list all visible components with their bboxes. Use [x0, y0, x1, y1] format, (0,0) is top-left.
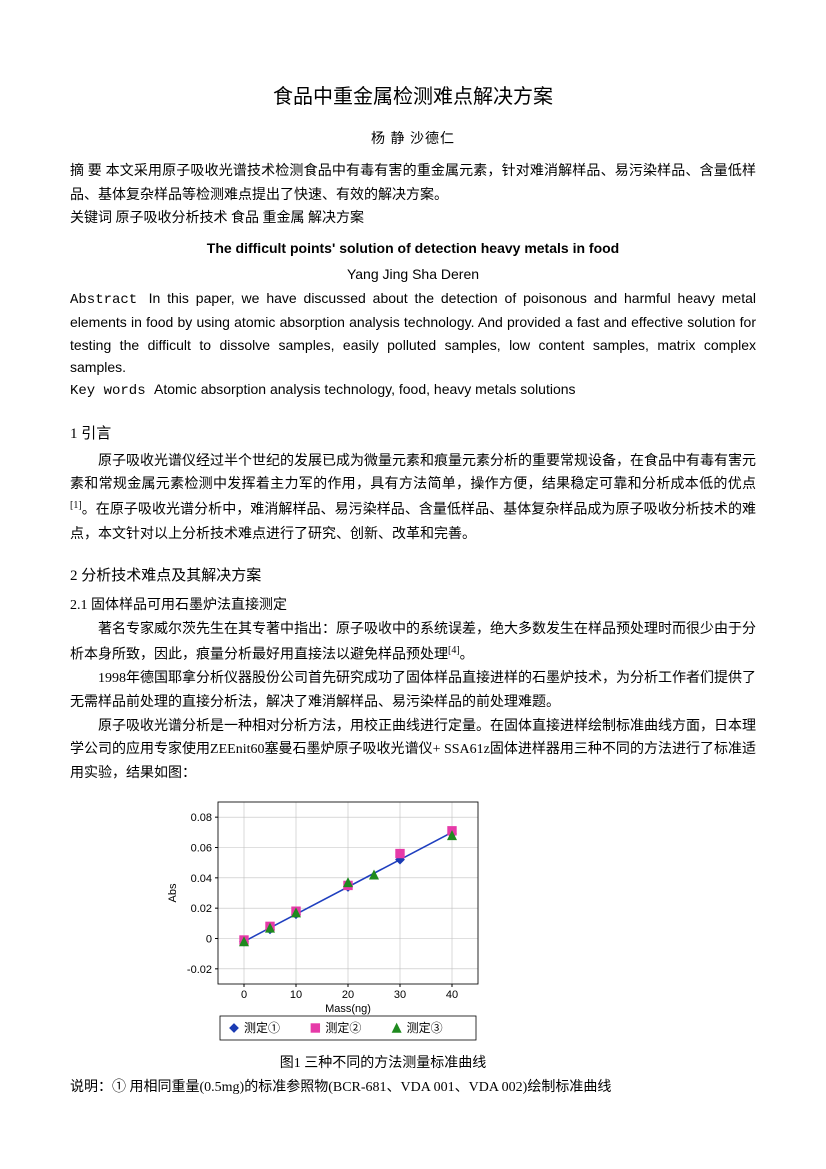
title-en: The difficult points' solution of detect… — [70, 237, 756, 261]
svg-text:0.04: 0.04 — [191, 873, 212, 885]
ref-1: [1] — [70, 500, 82, 511]
figure-1-caption: 图1 三种不同的方法测量标准曲线 — [10, 1052, 756, 1076]
abstract-cn-label: 摘 要 — [70, 164, 106, 179]
s21p1a: 著名专家威尔茨先生在其专著中指出：原子吸收中的系统误差，绝大多数发生在样品预处理… — [70, 622, 756, 662]
svg-text:-0.02: -0.02 — [187, 964, 212, 976]
authors-en: Yang Jing Sha Deren — [70, 263, 756, 287]
section-2-1-para-2: 1998年德国耶拿分析仪器股份公司首先研究成功了固体样品直接进样的石墨炉技术，为… — [70, 667, 756, 715]
ref-4: [4] — [448, 645, 460, 656]
section-1-heading: 1 引言 — [70, 422, 756, 448]
svg-text:40: 40 — [446, 989, 458, 1001]
chart-svg: -0.02 0 0.02 0.04 0.06 0.08 0 10 20 30 40 Mass(ng) A… — [160, 794, 490, 1048]
svg-text:0.02: 0.02 — [191, 903, 212, 915]
keywords-en-label: Key words — [70, 383, 154, 399]
abstract-cn-text: 本文采用原子吸收光谱技术检测食品中有毒有害的重金属元素，针对难消解样品、易污染样… — [70, 164, 756, 203]
figure-1-note: 说明：① 用相同重量(0.5mg)的标准参照物(BCR-681、VDA 001、… — [70, 1076, 756, 1100]
keywords-cn-text: 原子吸收分析技术 食品 重金属 解决方案 — [116, 211, 365, 226]
svg-text:测定③: 测定③ — [407, 1020, 443, 1035]
svg-text:Mass(ng): Mass(ng) — [325, 1003, 371, 1015]
svg-text:Abs: Abs — [167, 883, 179, 902]
abstract-en-text: In this paper, we have discussed about t… — [70, 290, 756, 375]
section-1-para-1: 原子吸收光谱仪经过半个世纪的发展已成为微量元素和痕量元素分析的重要常规设备，在食… — [70, 450, 756, 547]
svg-text:30: 30 — [394, 989, 406, 1001]
keywords-en: Key words Atomic absorption analysis tec… — [70, 378, 756, 404]
svg-text:20: 20 — [342, 989, 354, 1001]
section-2-1-para-1: 著名专家威尔茨先生在其专著中指出：原子吸收中的系统误差，绝大多数发生在样品预处理… — [70, 618, 756, 667]
svg-text:0.06: 0.06 — [191, 843, 212, 855]
svg-text:10: 10 — [290, 989, 302, 1001]
abstract-cn: 摘 要 本文采用原子吸收光谱技术检测食品中有毒有害的重金属元素，针对难消解样品、… — [70, 160, 756, 208]
keywords-cn-label: 关键词 — [70, 211, 116, 226]
section-2-1-heading: 2.1 固体样品可用石墨炉法直接测定 — [70, 594, 756, 618]
abstract-en: Abstract In this paper, we have discusse… — [70, 287, 756, 379]
abstract-en-label: Abstract — [70, 292, 149, 308]
svg-text:0: 0 — [206, 934, 212, 946]
keywords-en-text: Atomic absorption analysis technology, f… — [154, 381, 576, 397]
svg-text:0.08: 0.08 — [191, 812, 212, 824]
svg-text:测定②: 测定② — [325, 1020, 361, 1035]
section-2-heading: 2 分析技术难点及其解决方案 — [70, 564, 756, 590]
authors-cn: 杨 静 沙德仁 — [70, 128, 756, 152]
svg-text:0: 0 — [241, 989, 247, 1001]
title-cn: 食品中重金属检测难点解决方案 — [70, 80, 756, 114]
s1p1b: 。在原子吸收光谱分析中，难消解样品、易污染样品、含量低样品、基体复杂样品成为原子… — [70, 503, 756, 542]
svg-text:测定①: 测定① — [244, 1020, 280, 1035]
keywords-cn: 关键词 原子吸收分析技术 食品 重金属 解决方案 — [70, 207, 756, 231]
section-2-1-para-3: 原子吸收光谱分析是一种相对分析方法，用校正曲线进行定量。在固体直接进样绘制标准曲… — [70, 715, 756, 786]
s1p1a: 原子吸收光谱仪经过半个世纪的发展已成为微量元素和痕量元素分析的重要常规设备，在食… — [70, 454, 756, 493]
s21p1b: 。 — [460, 647, 474, 662]
figure-1: -0.02 0 0.02 0.04 0.06 0.08 0 10 20 30 40 Mass(ng) A… — [160, 794, 756, 1048]
